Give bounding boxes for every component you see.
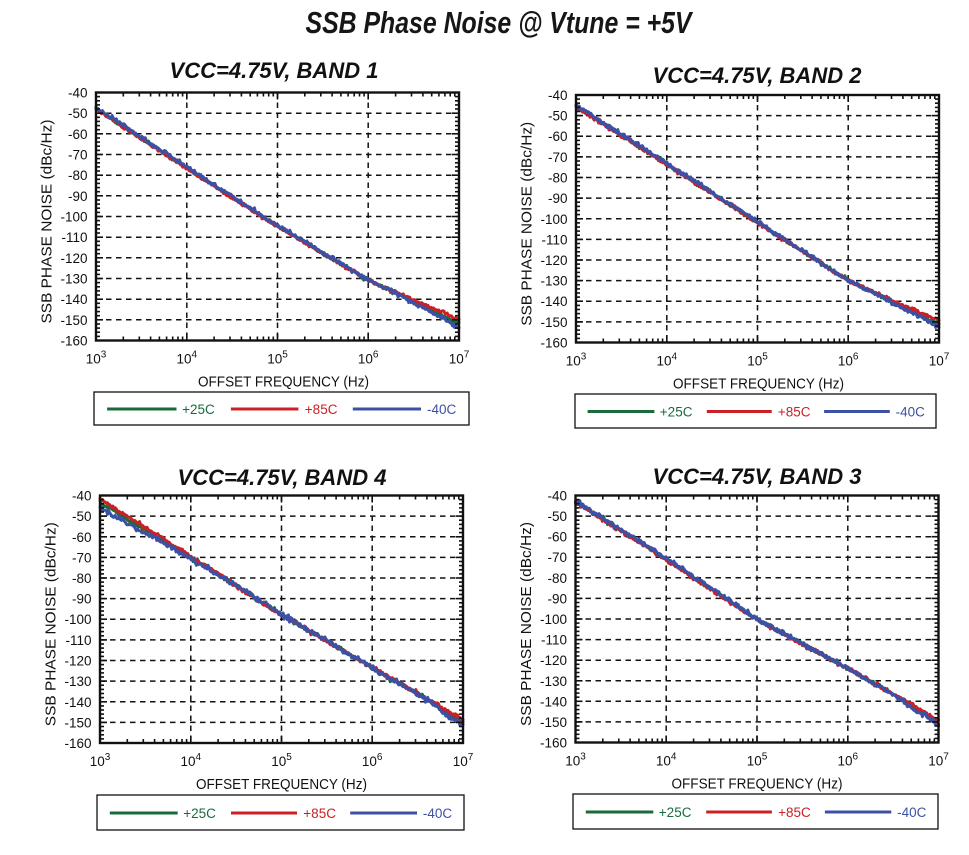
svg-text:-120: -120 — [60, 251, 87, 266]
svg-text:-60: -60 — [68, 127, 88, 142]
svg-text:-50: -50 — [72, 509, 92, 524]
svg-text:-70: -70 — [72, 550, 92, 565]
svg-text:-110: -110 — [65, 633, 91, 648]
svg-text:-140: -140 — [540, 694, 567, 709]
svg-text:-80: -80 — [68, 168, 88, 183]
svg-text:-70: -70 — [547, 550, 567, 565]
svg-text:-110: -110 — [541, 633, 567, 648]
svg-text:-40C: -40C — [427, 402, 457, 417]
svg-text:-130: -130 — [540, 674, 567, 689]
svg-text:-60: -60 — [72, 530, 92, 545]
svg-text:-40: -40 — [68, 86, 88, 101]
svg-text:-130: -130 — [60, 272, 87, 287]
svg-text:-150: -150 — [540, 715, 567, 730]
svg-text:VCC=4.75V, BAND 2: VCC=4.75V, BAND 2 — [653, 63, 863, 88]
svg-text:-90: -90 — [68, 189, 88, 204]
svg-text:+85C: +85C — [778, 404, 811, 419]
svg-text:-40C: -40C — [423, 806, 453, 821]
svg-text:+25C: +25C — [660, 404, 693, 419]
svg-text:-80: -80 — [72, 571, 92, 586]
svg-text:-40: -40 — [547, 489, 567, 504]
svg-text:-50: -50 — [68, 106, 88, 121]
svg-text:-40: -40 — [72, 489, 92, 504]
svg-text:-140: -140 — [540, 294, 567, 309]
svg-text:-100: -100 — [540, 612, 567, 627]
svg-text:OFFSET FREQUENCY (Hz): OFFSET FREQUENCY (Hz) — [198, 374, 369, 391]
svg-text:-160: -160 — [64, 736, 91, 751]
svg-text:-140: -140 — [64, 695, 91, 710]
svg-text:-150: -150 — [60, 313, 87, 328]
svg-text:OFFSET FREQUENCY (Hz): OFFSET FREQUENCY (Hz) — [196, 776, 367, 793]
svg-text:-40: -40 — [548, 88, 568, 103]
svg-text:-160: -160 — [540, 736, 567, 751]
svg-text:-60: -60 — [547, 530, 567, 545]
svg-text:SSB PHASE NOISE (dBc/Hz): SSB PHASE NOISE (dBc/Hz) — [520, 122, 536, 326]
svg-text:-130: -130 — [64, 674, 91, 689]
svg-text:+85C: +85C — [303, 806, 336, 821]
svg-text:-100: -100 — [64, 612, 91, 627]
svg-text:-70: -70 — [548, 150, 568, 165]
svg-text:-130: -130 — [540, 274, 567, 289]
svg-text:-50: -50 — [547, 509, 567, 524]
svg-text:-90: -90 — [72, 592, 92, 607]
svg-text:SSB Phase Noise @ Vtune = +5V: SSB Phase Noise @ Vtune = +5V — [306, 5, 694, 40]
svg-text:-90: -90 — [547, 591, 567, 606]
svg-text:VCC=4.75V, BAND 4: VCC=4.75V, BAND 4 — [178, 465, 387, 490]
svg-text:-100: -100 — [60, 210, 87, 225]
svg-text:SSB PHASE NOISE (dBc/Hz): SSB PHASE NOISE (dBc/Hz) — [519, 522, 535, 726]
svg-text:-100: -100 — [540, 212, 567, 227]
svg-text:-110: -110 — [61, 230, 87, 245]
svg-text:SSB PHASE NOISE (dBc/Hz): SSB PHASE NOISE (dBc/Hz) — [44, 522, 60, 726]
svg-text:-90: -90 — [548, 191, 568, 206]
svg-text:-160: -160 — [60, 334, 87, 349]
svg-text:+85C: +85C — [778, 805, 811, 820]
svg-text:+25C: +25C — [182, 402, 215, 417]
svg-text:-60: -60 — [548, 129, 568, 144]
svg-text:-120: -120 — [540, 253, 567, 268]
svg-text:+85C: +85C — [305, 402, 338, 417]
svg-text:-120: -120 — [540, 653, 567, 668]
svg-text:-40C: -40C — [897, 805, 927, 820]
svg-text:-50: -50 — [548, 109, 568, 124]
svg-text:-120: -120 — [64, 654, 91, 669]
svg-text:VCC=4.75V, BAND 1: VCC=4.75V, BAND 1 — [170, 58, 379, 83]
svg-text:-150: -150 — [64, 715, 91, 730]
svg-text:+25C: +25C — [183, 806, 216, 821]
svg-text:-80: -80 — [548, 171, 568, 186]
svg-text:-80: -80 — [547, 571, 567, 586]
svg-text:OFFSET FREQUENCY (Hz): OFFSET FREQUENCY (Hz) — [673, 376, 844, 393]
svg-text:SSB PHASE NOISE (dBc/Hz): SSB PHASE NOISE (dBc/Hz) — [40, 120, 56, 324]
svg-text:OFFSET FREQUENCY (Hz): OFFSET FREQUENCY (Hz) — [672, 776, 843, 793]
svg-text:VCC=4.75V, BAND 3: VCC=4.75V, BAND 3 — [653, 464, 862, 489]
svg-text:-110: -110 — [541, 232, 567, 247]
svg-text:-70: -70 — [68, 148, 88, 163]
svg-text:-150: -150 — [540, 315, 567, 330]
svg-text:-140: -140 — [60, 292, 87, 307]
svg-text:-160: -160 — [540, 336, 567, 351]
svg-text:-40C: -40C — [896, 404, 926, 419]
svg-text:+25C: +25C — [659, 805, 692, 820]
